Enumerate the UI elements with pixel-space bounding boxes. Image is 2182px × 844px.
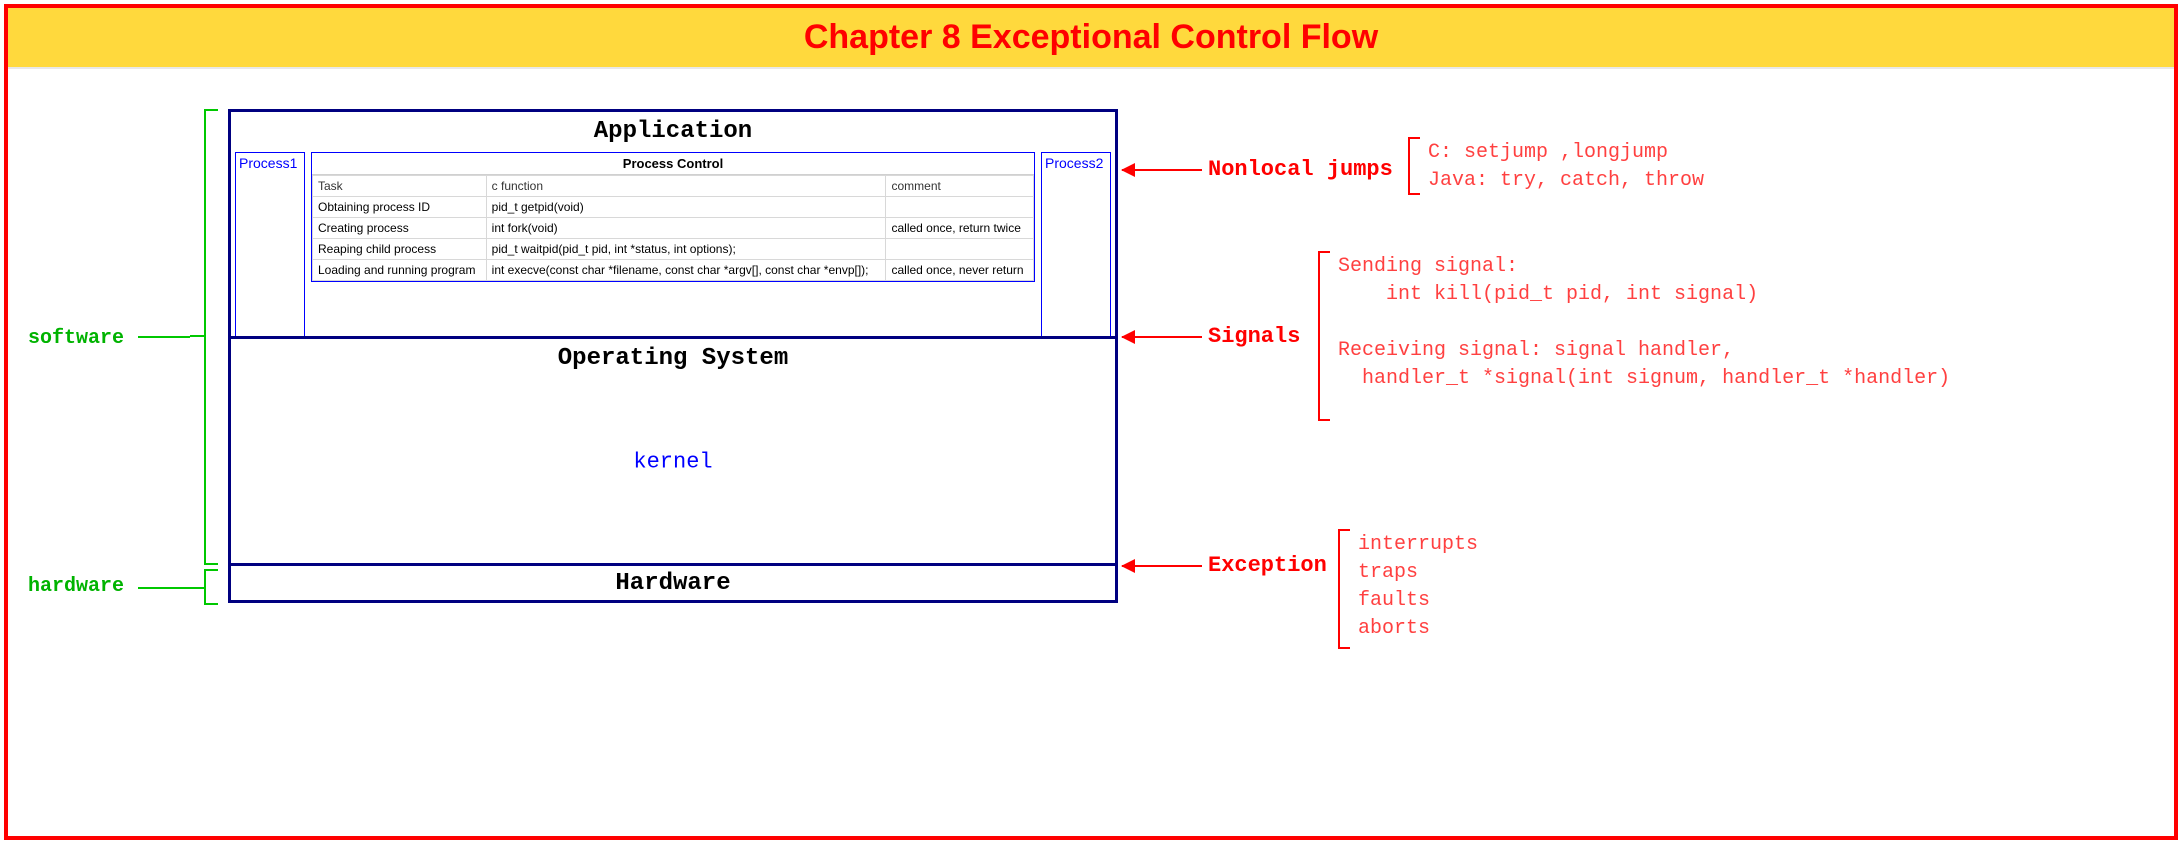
col-function: c function <box>486 176 886 197</box>
process-control-box: Process Control Task c function comment … <box>311 152 1035 282</box>
process-control-title: Process Control <box>312 153 1034 175</box>
layer-os: Operating System kernel <box>228 336 1118 566</box>
connector-hardware <box>138 587 204 589</box>
bracket-nonlocal <box>1408 137 1420 195</box>
label-nonlocal: Nonlocal jumps <box>1208 157 1393 182</box>
code-signals: Sending signal: int kill(pid_t pid, int … <box>1338 253 1950 393</box>
bracket-software-tick <box>190 335 204 337</box>
process1-label: Process1 <box>239 155 297 171</box>
arrow-exception <box>1122 565 1202 567</box>
code-exception: interrupts traps faults aborts <box>1358 531 1478 643</box>
arrow-nonlocal <box>1122 169 1202 171</box>
layer-hardware: Hardware <box>228 563 1118 603</box>
layer-application-title: Application <box>231 112 1115 145</box>
bracket-hardware <box>204 569 218 605</box>
diagram-canvas: software hardware Application Process1 P… <box>8 69 2174 835</box>
table-row: Loading and running program int execve(c… <box>313 260 1034 281</box>
label-hardware: hardware <box>28 575 124 598</box>
arrow-signals <box>1122 336 1202 338</box>
col-comment: comment <box>886 176 1034 197</box>
table-row: Creating process int fork(void) called o… <box>313 218 1034 239</box>
col-task: Task <box>313 176 487 197</box>
label-exception: Exception <box>1208 553 1327 578</box>
layer-application: Application Process1 Process2 Process Co… <box>228 109 1118 339</box>
bracket-software <box>204 109 218 565</box>
label-software: software <box>28 327 124 350</box>
code-nonlocal: C: setjump ,longjump Java: try, catch, t… <box>1428 139 1704 195</box>
connector-software <box>138 336 190 338</box>
bracket-exception <box>1338 529 1350 649</box>
outer-frame: Chapter 8 Exceptional Control Flow softw… <box>4 4 2178 840</box>
table-row: Obtaining process ID pid_t getpid(void) <box>313 197 1034 218</box>
layer-os-title: Operating System <box>231 339 1115 372</box>
label-signals: Signals <box>1208 324 1300 349</box>
bracket-signals <box>1318 251 1330 421</box>
process2-label: Process2 <box>1045 155 1103 171</box>
chapter-title: Chapter 8 Exceptional Control Flow <box>8 8 2174 69</box>
process-control-table: Task c function comment Obtaining proces… <box>312 175 1034 281</box>
layer-stack: Application Process1 Process2 Process Co… <box>228 109 1118 603</box>
layer-hardware-title: Hardware <box>231 566 1115 597</box>
table-header-row: Task c function comment <box>313 176 1034 197</box>
table-row: Reaping child process pid_t waitpid(pid_… <box>313 239 1034 260</box>
kernel-label: kernel <box>633 450 712 475</box>
